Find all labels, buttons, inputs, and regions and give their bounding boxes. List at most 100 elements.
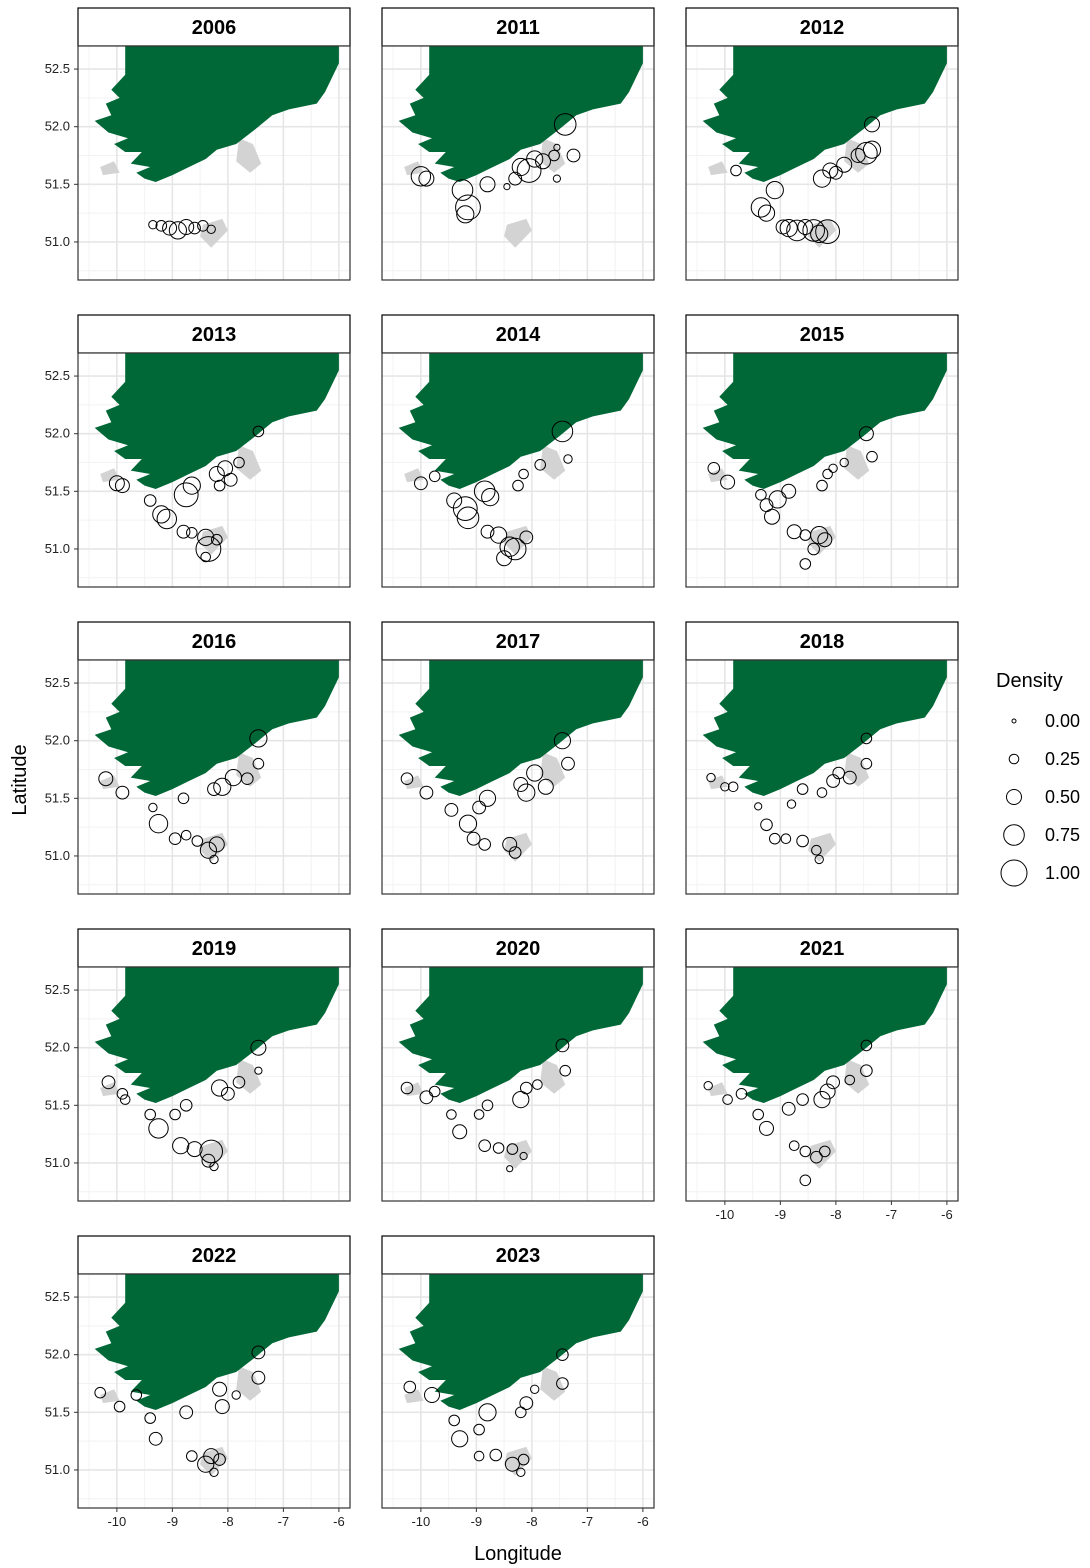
density-point	[511, 157, 530, 177]
density-point	[144, 1108, 156, 1121]
density-point	[162, 220, 178, 236]
density-point	[213, 1453, 226, 1466]
panel-2014: 2014	[381, 314, 655, 588]
density-point	[506, 1165, 514, 1173]
density-point	[448, 1414, 460, 1427]
density-point	[561, 756, 575, 771]
shoal-area	[100, 468, 120, 483]
x-axis-title: Longitude	[474, 1543, 562, 1565]
map-layer	[398, 967, 643, 1173]
panel-2012: 2012	[685, 7, 959, 281]
map-layer	[398, 46, 643, 248]
density-point	[706, 772, 716, 783]
shoal-area	[404, 775, 424, 790]
density-point	[254, 1066, 263, 1075]
panel-strip	[77, 621, 351, 661]
density-point	[703, 1081, 713, 1091]
shoal-area	[404, 468, 424, 483]
density-point	[866, 450, 878, 463]
density-point	[797, 219, 814, 235]
axes-layer: 51.0 51.5 52.0 52.5 51.0 51.5 52.0 52.5 51.0 51.5…	[45, 61, 953, 1529]
legend-title: Density	[996, 670, 1063, 692]
panel-strip	[685, 7, 959, 47]
density-point	[169, 1108, 181, 1121]
density-point	[400, 1081, 414, 1095]
density-point	[707, 462, 721, 475]
density-point	[197, 1455, 215, 1473]
panel-strip	[685, 621, 959, 661]
map-layer	[94, 1274, 339, 1478]
density-point	[213, 777, 232, 796]
density-point	[556, 1348, 569, 1361]
panel-border	[77, 352, 351, 588]
density-legend: Density 0.00 0.25 0.50 0.75 1.00	[996, 670, 1080, 887]
panel-strip-label: 2023	[496, 1245, 541, 1267]
density-point	[727, 781, 739, 793]
density-point	[819, 1145, 831, 1158]
legend-key-label: 1.00	[1045, 863, 1080, 883]
panel-border	[685, 45, 959, 281]
panel-border	[381, 1273, 655, 1509]
shoal-area	[236, 1366, 262, 1401]
map-layer	[94, 46, 339, 248]
density-point	[176, 524, 191, 539]
legend-key-label: 0.50	[1045, 787, 1080, 807]
density-point	[458, 814, 478, 833]
land-mass	[398, 1274, 643, 1410]
panel-strip	[381, 621, 655, 661]
x-tick-label: -9	[471, 1514, 483, 1529]
y-tick-label: 51.0	[45, 848, 70, 863]
map-layer	[702, 353, 947, 570]
density-point	[796, 783, 809, 795]
shoal-area	[504, 218, 532, 248]
legend-key-circle	[1003, 824, 1025, 846]
density-point	[410, 166, 432, 187]
shoal-area	[844, 445, 870, 480]
shoal-area	[540, 752, 566, 787]
density-point	[810, 1150, 823, 1164]
y-tick-label: 51.5	[45, 1097, 70, 1112]
density-point	[828, 463, 838, 474]
density-point	[148, 814, 169, 834]
density-point	[209, 854, 219, 865]
density-point	[842, 770, 857, 785]
density-point	[503, 537, 527, 561]
density-point	[518, 468, 529, 480]
density-point	[419, 1090, 434, 1105]
map-layer	[702, 46, 947, 248]
y-tick-label: 52.5	[45, 61, 70, 76]
density-point	[155, 220, 168, 232]
land-mass	[702, 46, 947, 182]
density-point	[114, 478, 130, 494]
density-point	[519, 530, 534, 545]
panel-strip-label: 2013	[192, 324, 237, 346]
density-point	[860, 1064, 873, 1077]
density-point	[799, 1174, 812, 1187]
land-mass	[398, 46, 643, 182]
density-point	[148, 802, 158, 813]
density-point	[168, 832, 182, 845]
land-mass	[398, 660, 643, 796]
panel-2015: 2015	[685, 314, 959, 588]
density-point	[862, 140, 882, 159]
density-point	[479, 176, 496, 193]
panel-2021: 2021	[685, 928, 959, 1202]
panel-strip	[77, 1235, 351, 1275]
density-point	[754, 802, 763, 811]
density-point	[452, 496, 478, 522]
density-point	[251, 1345, 266, 1360]
density-point	[108, 475, 125, 492]
x-tick-label: -10	[715, 1207, 734, 1222]
density-point	[478, 1139, 491, 1152]
density-point	[473, 480, 496, 503]
density-point	[815, 219, 841, 245]
density-point	[516, 158, 542, 183]
density-point	[178, 219, 195, 235]
y-tick-label: 51.5	[45, 790, 70, 805]
density-point	[537, 778, 554, 795]
shoal-area	[708, 161, 728, 176]
shoal-area	[708, 1082, 728, 1097]
density-point	[508, 171, 523, 186]
panel-strip-label: 2011	[496, 17, 539, 39]
density-point	[179, 1099, 193, 1112]
